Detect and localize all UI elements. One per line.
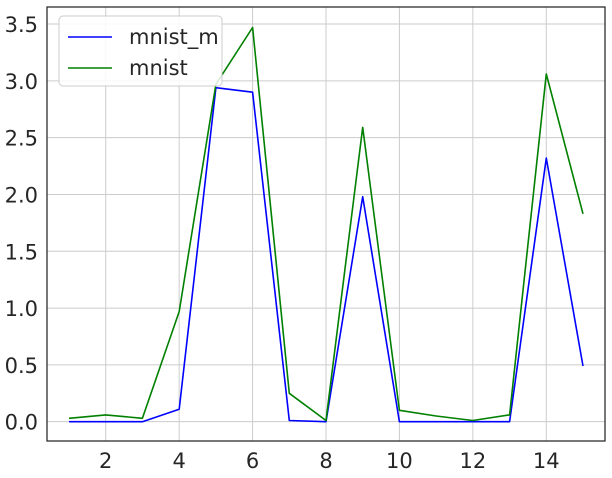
y-tick-label: 2.5 <box>5 127 38 151</box>
grid <box>47 7 605 441</box>
x-tick-label: 12 <box>459 449 486 473</box>
y-axis-ticks: 0.0 0.5 1.0 1.5 2.0 2.5 3.0 3.5 <box>5 13 38 435</box>
x-tick-label: 14 <box>533 449 560 473</box>
y-tick-label: 0.0 <box>5 411 38 435</box>
x-tick-label: 6 <box>246 449 259 473</box>
series-line-mnist-m <box>69 86 584 423</box>
y-tick-label: 3.5 <box>5 13 38 37</box>
y-tick-label: 1.0 <box>5 297 38 321</box>
x-axis-ticks: 2 4 6 8 10 12 14 <box>99 449 560 473</box>
y-tick-label: 0.5 <box>5 354 38 378</box>
x-tick-label: 2 <box>99 449 112 473</box>
series-lines <box>68 26 584 423</box>
x-tick-label: 4 <box>172 449 185 473</box>
y-tick-label: 2.0 <box>5 183 38 207</box>
series-line-mnist <box>68 26 584 422</box>
x-tick-label: 8 <box>319 449 332 473</box>
x-tick-label: 10 <box>386 449 413 473</box>
plot-frame <box>46 6 606 442</box>
legend-label: mnist <box>129 56 188 80</box>
legend-label: mnist_m <box>129 25 219 50</box>
y-tick-label: 1.5 <box>5 240 38 264</box>
y-tick-label: 3.0 <box>5 70 38 94</box>
